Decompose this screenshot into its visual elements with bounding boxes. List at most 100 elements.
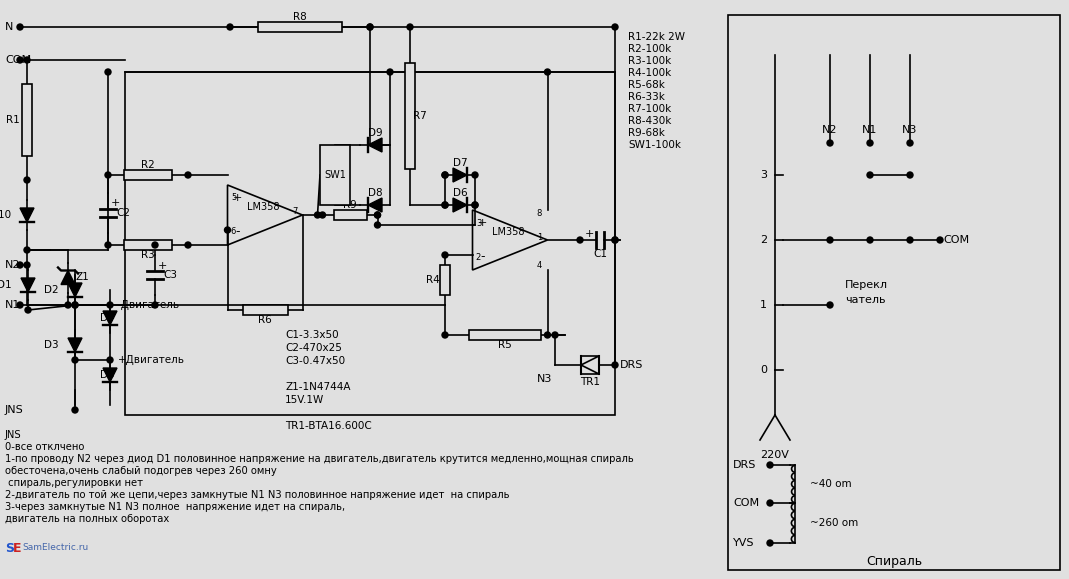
Text: 3-через замкнутые N1 N3 полное  напряжение идет на спираль,: 3-через замкнутые N1 N3 полное напряжени…: [5, 502, 345, 512]
Text: +: +: [111, 199, 121, 208]
Text: D7: D7: [452, 158, 467, 168]
Text: D9: D9: [368, 128, 383, 138]
Text: D1: D1: [0, 280, 12, 290]
Circle shape: [17, 57, 24, 63]
Text: спираль,регулировки нет: спираль,регулировки нет: [5, 478, 143, 488]
Text: R4: R4: [427, 275, 439, 285]
Text: DRS: DRS: [620, 360, 644, 370]
Text: C1: C1: [593, 249, 607, 259]
Text: C1-3.3x50: C1-3.3x50: [285, 330, 339, 340]
Text: -: -: [480, 251, 484, 263]
Bar: [334, 210, 367, 220]
Circle shape: [544, 69, 551, 75]
Text: ~40 om: ~40 om: [810, 479, 852, 489]
Bar: [125, 72, 615, 415]
Circle shape: [441, 332, 448, 338]
Text: R7-100k: R7-100k: [628, 104, 671, 114]
Text: N1: N1: [5, 300, 20, 310]
Circle shape: [544, 332, 551, 338]
Text: двигатель на полных оборотах: двигатель на полных оборотах: [5, 514, 169, 524]
Polygon shape: [20, 208, 34, 222]
Circle shape: [827, 140, 833, 146]
Circle shape: [17, 262, 24, 268]
Text: +: +: [585, 229, 594, 239]
Circle shape: [611, 362, 618, 368]
Circle shape: [72, 357, 78, 363]
Text: D10: D10: [0, 210, 11, 220]
Polygon shape: [368, 138, 382, 152]
Circle shape: [107, 357, 113, 363]
Circle shape: [907, 237, 913, 243]
Circle shape: [867, 237, 873, 243]
Circle shape: [65, 302, 71, 308]
Text: R1-22k 2W: R1-22k 2W: [628, 32, 685, 42]
Text: +Двигатель: +Двигатель: [118, 355, 185, 365]
Circle shape: [472, 202, 478, 208]
Circle shape: [472, 172, 478, 178]
Circle shape: [867, 172, 873, 178]
Text: D3: D3: [45, 340, 59, 350]
Polygon shape: [103, 368, 117, 382]
Text: N: N: [5, 22, 14, 32]
Bar: [124, 170, 172, 180]
Bar: [22, 84, 32, 156]
Text: 4: 4: [537, 262, 542, 270]
Circle shape: [907, 140, 913, 146]
Text: 2: 2: [760, 235, 766, 245]
Text: +: +: [233, 193, 243, 203]
Text: +: +: [158, 261, 168, 271]
Circle shape: [441, 252, 448, 258]
Circle shape: [185, 242, 191, 248]
Circle shape: [611, 24, 618, 30]
Circle shape: [24, 57, 30, 63]
Text: COM: COM: [943, 235, 970, 245]
Circle shape: [827, 237, 833, 243]
Circle shape: [407, 24, 413, 30]
Polygon shape: [368, 198, 382, 212]
Text: 7: 7: [292, 207, 297, 217]
Bar: [258, 22, 342, 32]
Text: обесточена,очень слабый подогрев через 260 омну: обесточена,очень слабый подогрев через 2…: [5, 466, 277, 476]
Text: Z1-1N4744A: Z1-1N4744A: [285, 382, 351, 392]
Text: R9: R9: [343, 200, 357, 210]
Text: N3: N3: [902, 125, 917, 135]
Text: 8: 8: [537, 210, 542, 218]
Bar: [469, 330, 541, 340]
Circle shape: [367, 24, 373, 30]
Circle shape: [314, 212, 321, 218]
Text: 5: 5: [231, 193, 236, 203]
Circle shape: [224, 227, 231, 233]
Circle shape: [72, 302, 78, 308]
Text: R2-100k: R2-100k: [628, 44, 671, 54]
Text: 6: 6: [231, 228, 236, 236]
Circle shape: [24, 177, 30, 183]
Text: COM: COM: [5, 55, 31, 65]
Polygon shape: [453, 198, 467, 212]
Circle shape: [766, 462, 773, 468]
Circle shape: [766, 500, 773, 506]
Polygon shape: [68, 338, 82, 352]
Text: Спираль: Спираль: [866, 555, 923, 569]
Text: R2: R2: [141, 160, 155, 170]
Text: R9-68k: R9-68k: [628, 128, 665, 138]
Text: 2: 2: [476, 252, 481, 262]
Text: D8: D8: [368, 188, 383, 198]
Text: N3: N3: [538, 374, 553, 384]
Text: R5-68k: R5-68k: [628, 80, 665, 90]
Circle shape: [17, 24, 24, 30]
Text: N1: N1: [863, 125, 878, 135]
Text: ~260 om: ~260 om: [810, 518, 858, 528]
Circle shape: [374, 222, 381, 228]
Text: -Двигатель: -Двигатель: [118, 300, 180, 310]
Circle shape: [320, 212, 325, 218]
Text: JNS: JNS: [5, 430, 21, 440]
Text: 3: 3: [760, 170, 766, 180]
Text: Z1: Z1: [76, 273, 90, 283]
Text: R6: R6: [258, 315, 272, 325]
Text: 15V.1W: 15V.1W: [285, 395, 324, 405]
Circle shape: [441, 202, 448, 208]
Bar: [728, 15, 1060, 570]
Text: R7: R7: [413, 111, 427, 121]
Text: R6-33k: R6-33k: [628, 92, 665, 102]
Text: 1-по проводу N2 через диод D1 половинное напряжение на двигатель,двигатель крути: 1-по проводу N2 через диод D1 половинное…: [5, 454, 634, 464]
